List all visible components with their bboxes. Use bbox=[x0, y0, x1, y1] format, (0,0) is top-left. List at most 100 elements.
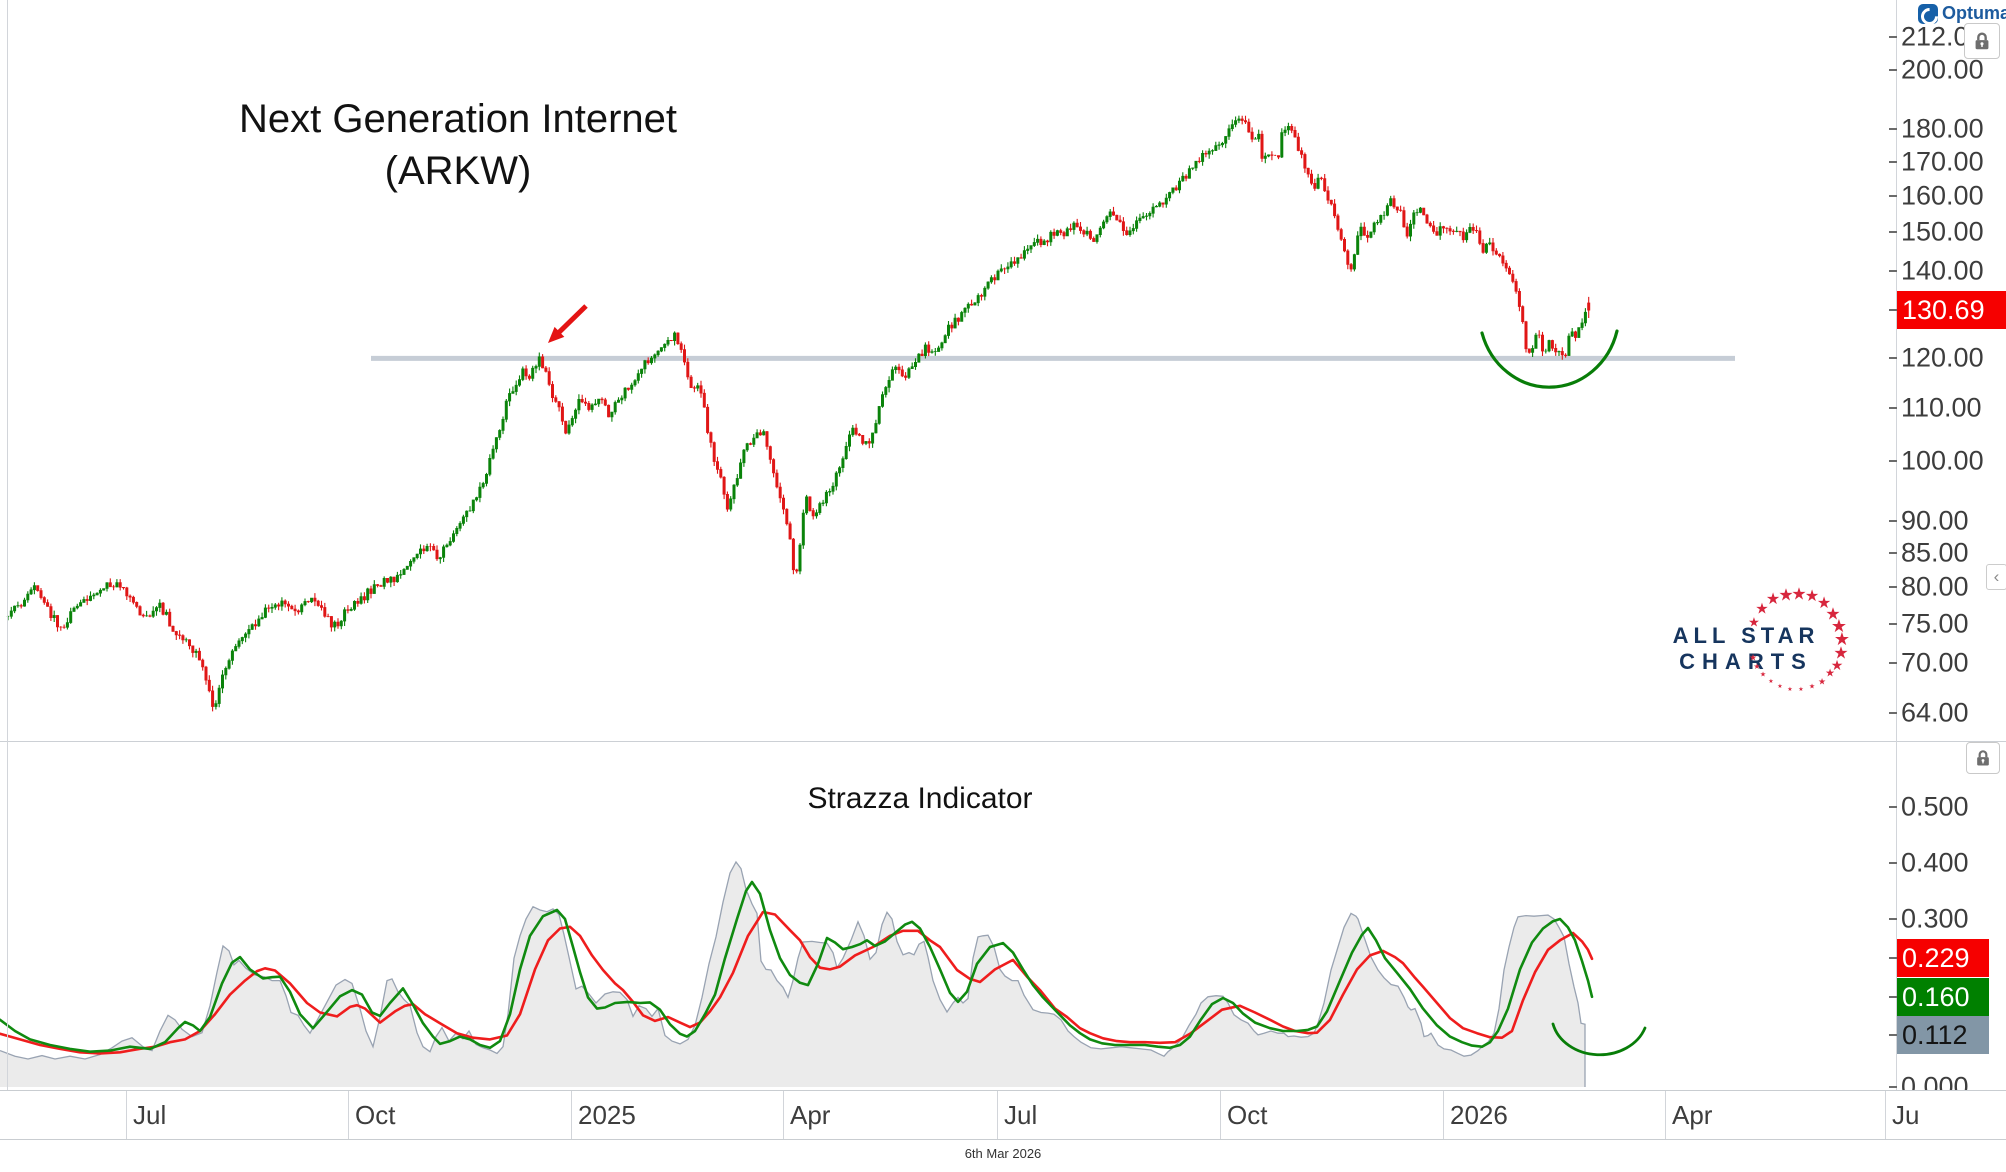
star-icon: ★ bbox=[1825, 667, 1835, 680]
time-axis-separator bbox=[783, 1091, 784, 1139]
price-axis-label: 85.00 bbox=[1901, 537, 1969, 568]
allstarcharts-watermark: ALL STAR CHARTS ★ ★ ★ ★ ★ ★ ★ ★ ★ ★ ★ ★ ★ ★ ★ ★ ★ ★ ★ ★ ★ ★ bbox=[1650, 585, 1880, 705]
panel-separator[interactable] bbox=[0, 741, 2006, 742]
optuma-logo-text: Optuma bbox=[1942, 3, 2006, 23]
price-axis-tick bbox=[1889, 586, 1897, 588]
time-axis-label: Oct bbox=[355, 1100, 396, 1130]
star-icon: ★ bbox=[1830, 657, 1844, 673]
indicator-axis-label: 0.400 bbox=[1901, 847, 1969, 878]
chart-title-line1: Next Generation Internet bbox=[238, 97, 678, 141]
star-icon: ★ bbox=[1830, 616, 1848, 636]
indicator-axis-tick bbox=[1889, 996, 1897, 998]
price-axis-tick bbox=[1889, 69, 1897, 71]
price-axis-label: 180.00 bbox=[1901, 113, 1984, 144]
time-axis-separator bbox=[571, 1091, 572, 1139]
time-axis-label: Jul bbox=[133, 1100, 167, 1130]
price-axis-tick bbox=[1889, 460, 1897, 462]
price-axis-label: 110.00 bbox=[1901, 392, 1982, 423]
price-axis-tick bbox=[1889, 309, 1897, 311]
star-icon: ★ bbox=[1825, 604, 1841, 624]
time-axis-separator bbox=[1443, 1091, 1444, 1139]
price-axis-tick bbox=[1889, 357, 1897, 359]
price-axis-label: 200.00 bbox=[1901, 54, 1984, 85]
star-icon: ★ bbox=[1748, 652, 1758, 663]
lock-icon bbox=[1975, 32, 1989, 50]
price-axis-tick bbox=[1889, 407, 1897, 409]
indicator-axis-label: 0.500 bbox=[1901, 791, 1969, 822]
time-axis-separator bbox=[1665, 1091, 1666, 1139]
price-axis-label: 120.00 bbox=[1901, 342, 1984, 373]
indicator-axis-tick bbox=[1889, 918, 1897, 920]
indicator-axis-tick bbox=[1889, 957, 1897, 959]
time-axis-label: Oct bbox=[1227, 1100, 1268, 1130]
star-icon: ★ bbox=[1791, 584, 1807, 604]
indicator-value-badge: 0.160 bbox=[1897, 978, 1989, 1016]
price-axis-tick bbox=[1889, 128, 1897, 130]
time-axis-label: 2026 bbox=[1450, 1100, 1508, 1130]
time-axis-separator bbox=[348, 1091, 349, 1139]
price-axis-tick bbox=[1889, 161, 1897, 163]
indicator-axis-tick bbox=[1889, 806, 1897, 808]
price-axis-lock-button[interactable] bbox=[1964, 23, 2000, 59]
time-axis-label: Apr bbox=[1672, 1100, 1713, 1130]
price-axis-label: 75.00 bbox=[1901, 608, 1969, 639]
watermark-line1: ALL STAR bbox=[1672, 623, 1820, 648]
lock-icon bbox=[1977, 750, 1989, 766]
chart-left-border bbox=[7, 0, 8, 1090]
indicator-axis-lock-button[interactable] bbox=[1966, 742, 2000, 774]
indicator-axis-tick bbox=[1889, 862, 1897, 864]
scroll-left-button[interactable]: ‹ bbox=[1986, 564, 2006, 590]
indicator-value-badge: 0.112 bbox=[1897, 1016, 1989, 1054]
price-axis-label: 90.00 bbox=[1901, 505, 1969, 536]
price-axis-label: 64.00 bbox=[1901, 697, 1969, 728]
star-icon: ★ bbox=[1804, 588, 1820, 605]
price-axis-tick bbox=[1889, 520, 1897, 522]
star-icon: ★ bbox=[1787, 687, 1793, 693]
star-icon: ★ bbox=[1748, 614, 1760, 630]
last-price-badge: 130.69 bbox=[1897, 291, 2006, 329]
star-icon: ★ bbox=[1833, 643, 1849, 663]
star-icon: ★ bbox=[1768, 679, 1774, 685]
price-axis-label: 150.00 bbox=[1901, 216, 1984, 247]
watermark-line2: CHARTS bbox=[1679, 649, 1813, 674]
price-axis-tick bbox=[1889, 270, 1897, 272]
star-icon: ★ bbox=[1765, 591, 1781, 608]
price-axis-tick bbox=[1889, 712, 1897, 714]
price-axis-label: 100.00 bbox=[1901, 445, 1984, 476]
time-axis-label: Ju bbox=[1892, 1100, 1920, 1130]
price-axis-tick bbox=[1889, 623, 1897, 625]
price-axis-label: 140.00 bbox=[1901, 255, 1984, 286]
price-axis-label: 160.00 bbox=[1901, 180, 1984, 211]
time-axis-separator bbox=[997, 1091, 998, 1139]
price-axis-label: 80.00 bbox=[1901, 571, 1969, 602]
star-icon: ★ bbox=[1755, 600, 1769, 618]
star-icon: ★ bbox=[1816, 595, 1832, 612]
star-icon: ★ bbox=[1817, 676, 1827, 687]
indicator-axis-tick bbox=[1889, 1086, 1897, 1088]
star-icon: ★ bbox=[1778, 585, 1794, 605]
price-axis-tick bbox=[1889, 195, 1897, 197]
indicator-axis-label: 0.300 bbox=[1901, 903, 1969, 934]
optuma-logo-icon bbox=[1917, 4, 1942, 29]
price-axis-tick bbox=[1889, 552, 1897, 554]
star-icon: ★ bbox=[1798, 687, 1804, 693]
star-icon: ★ bbox=[1777, 684, 1783, 690]
price-axis-tick bbox=[1889, 231, 1897, 233]
time-axis-label: 2025 bbox=[578, 1100, 636, 1130]
time-axis-label: Apr bbox=[790, 1100, 831, 1130]
chart-title: Next Generation Internet (ARKW) bbox=[178, 96, 738, 200]
time-axis-label: Jul bbox=[1004, 1100, 1038, 1130]
price-axis-label: 70.00 bbox=[1901, 647, 1969, 678]
star-icon: ★ bbox=[1808, 683, 1816, 691]
star-icon: ★ bbox=[1759, 671, 1767, 679]
star-icon: ★ bbox=[1753, 662, 1761, 671]
indicator-value-badge: 0.229 bbox=[1897, 939, 1989, 977]
time-axis[interactable]: Jul Oct 2025 Apr Jul Oct 2026 Apr Ju bbox=[0, 1090, 2006, 1140]
time-axis-separator bbox=[1220, 1091, 1221, 1139]
star-icon: ★ bbox=[1833, 629, 1851, 649]
price-axis-tick bbox=[1889, 662, 1897, 664]
footer-date: 6th Mar 2026 bbox=[964, 1146, 1042, 1161]
price-axis-border bbox=[1896, 0, 1897, 1090]
